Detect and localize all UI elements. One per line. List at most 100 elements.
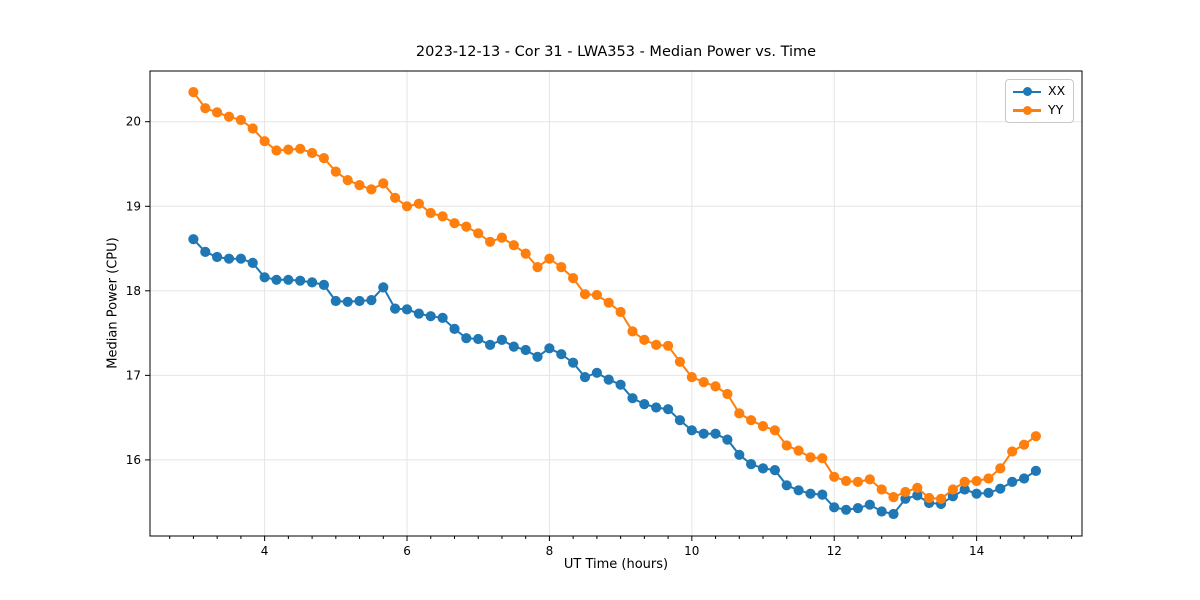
data-point	[900, 486, 911, 498]
data-point	[235, 114, 246, 126]
data-point	[342, 296, 353, 307]
data-point	[781, 480, 792, 491]
data-point	[995, 463, 1006, 474]
legend: XX YY	[1005, 79, 1074, 123]
data-point	[615, 306, 626, 318]
data-point	[235, 253, 246, 264]
data-point	[390, 303, 401, 314]
data-point	[425, 207, 436, 219]
data-point	[544, 343, 555, 354]
legend-item-xx: XX	[1013, 84, 1073, 100]
data-point	[413, 198, 424, 209]
data-point	[378, 282, 389, 293]
data-point	[864, 474, 875, 485]
series-xx-line	[192, 238, 1037, 516]
data-point	[591, 367, 603, 378]
data-point	[912, 482, 923, 493]
legend-label-yy: YY	[1048, 102, 1064, 118]
data-point	[283, 144, 294, 155]
y-tick-label: 18	[126, 284, 141, 298]
data-point	[698, 377, 709, 388]
data-point	[888, 492, 899, 503]
data-point	[579, 289, 591, 300]
data-point	[401, 304, 413, 315]
data-point	[793, 485, 804, 496]
data-point	[330, 295, 341, 307]
data-point	[1019, 439, 1030, 450]
data-point	[390, 192, 401, 203]
data-point	[734, 449, 745, 460]
y-tick-label: 20	[126, 115, 141, 129]
data-point	[271, 145, 282, 156]
data-point	[651, 339, 662, 350]
data-point	[888, 508, 899, 520]
data-point	[307, 277, 318, 288]
gridlines	[150, 71, 1082, 536]
data-point	[841, 504, 852, 515]
data-point	[295, 275, 306, 286]
data-point	[912, 490, 923, 501]
data-point	[212, 251, 223, 263]
data-point	[188, 87, 199, 98]
data-point	[959, 484, 970, 495]
data-point	[508, 341, 519, 352]
data-point	[485, 236, 496, 247]
data-point	[674, 415, 686, 426]
tick-labels: 4 6 8 10 12 14 16 17 18 19 20	[126, 115, 985, 558]
data-point	[971, 475, 982, 487]
tick-marks	[145, 121, 1073, 541]
data-point	[425, 311, 436, 322]
data-point	[188, 234, 199, 245]
data-point	[1007, 446, 1018, 457]
data-point	[615, 379, 626, 390]
data-point	[544, 253, 555, 264]
data-point	[817, 453, 828, 464]
y-tick-label: 17	[126, 368, 141, 382]
axes-spines	[149, 70, 1083, 537]
data-point	[271, 274, 282, 285]
data-point	[449, 218, 460, 229]
data-point	[259, 272, 270, 283]
legend-item-yy: YY	[1013, 102, 1073, 118]
data-point	[829, 502, 840, 513]
x-tick-label: 14	[969, 544, 984, 558]
data-point	[769, 465, 781, 476]
data-point	[841, 475, 852, 487]
data-point	[200, 246, 211, 257]
data-point	[781, 440, 792, 451]
data-point	[805, 488, 816, 499]
data-point	[769, 425, 781, 436]
data-point	[793, 445, 804, 456]
data-point	[983, 473, 994, 484]
data-point	[959, 476, 970, 487]
data-point	[852, 476, 864, 487]
data-point	[247, 257, 258, 268]
data-point	[532, 351, 543, 362]
data-point	[864, 499, 875, 510]
x-tick-label: 4	[261, 544, 269, 558]
data-point	[473, 228, 484, 239]
data-point	[520, 248, 531, 259]
data-point	[556, 349, 567, 360]
data-point	[639, 399, 650, 410]
data-point	[674, 356, 686, 367]
data-point	[746, 415, 757, 426]
data-point	[686, 425, 697, 436]
data-point	[223, 111, 235, 122]
data-point	[663, 404, 674, 415]
data-point	[318, 279, 329, 290]
data-point	[734, 408, 745, 419]
data-point	[817, 489, 828, 500]
data-point	[639, 334, 650, 345]
data-point	[413, 308, 424, 319]
data-point	[805, 452, 816, 463]
data-point	[437, 312, 448, 323]
data-point	[473, 333, 484, 345]
data-point	[532, 262, 543, 273]
data-point	[485, 339, 496, 350]
data-point	[852, 503, 864, 514]
data-point	[603, 297, 614, 308]
data-point	[627, 393, 638, 404]
